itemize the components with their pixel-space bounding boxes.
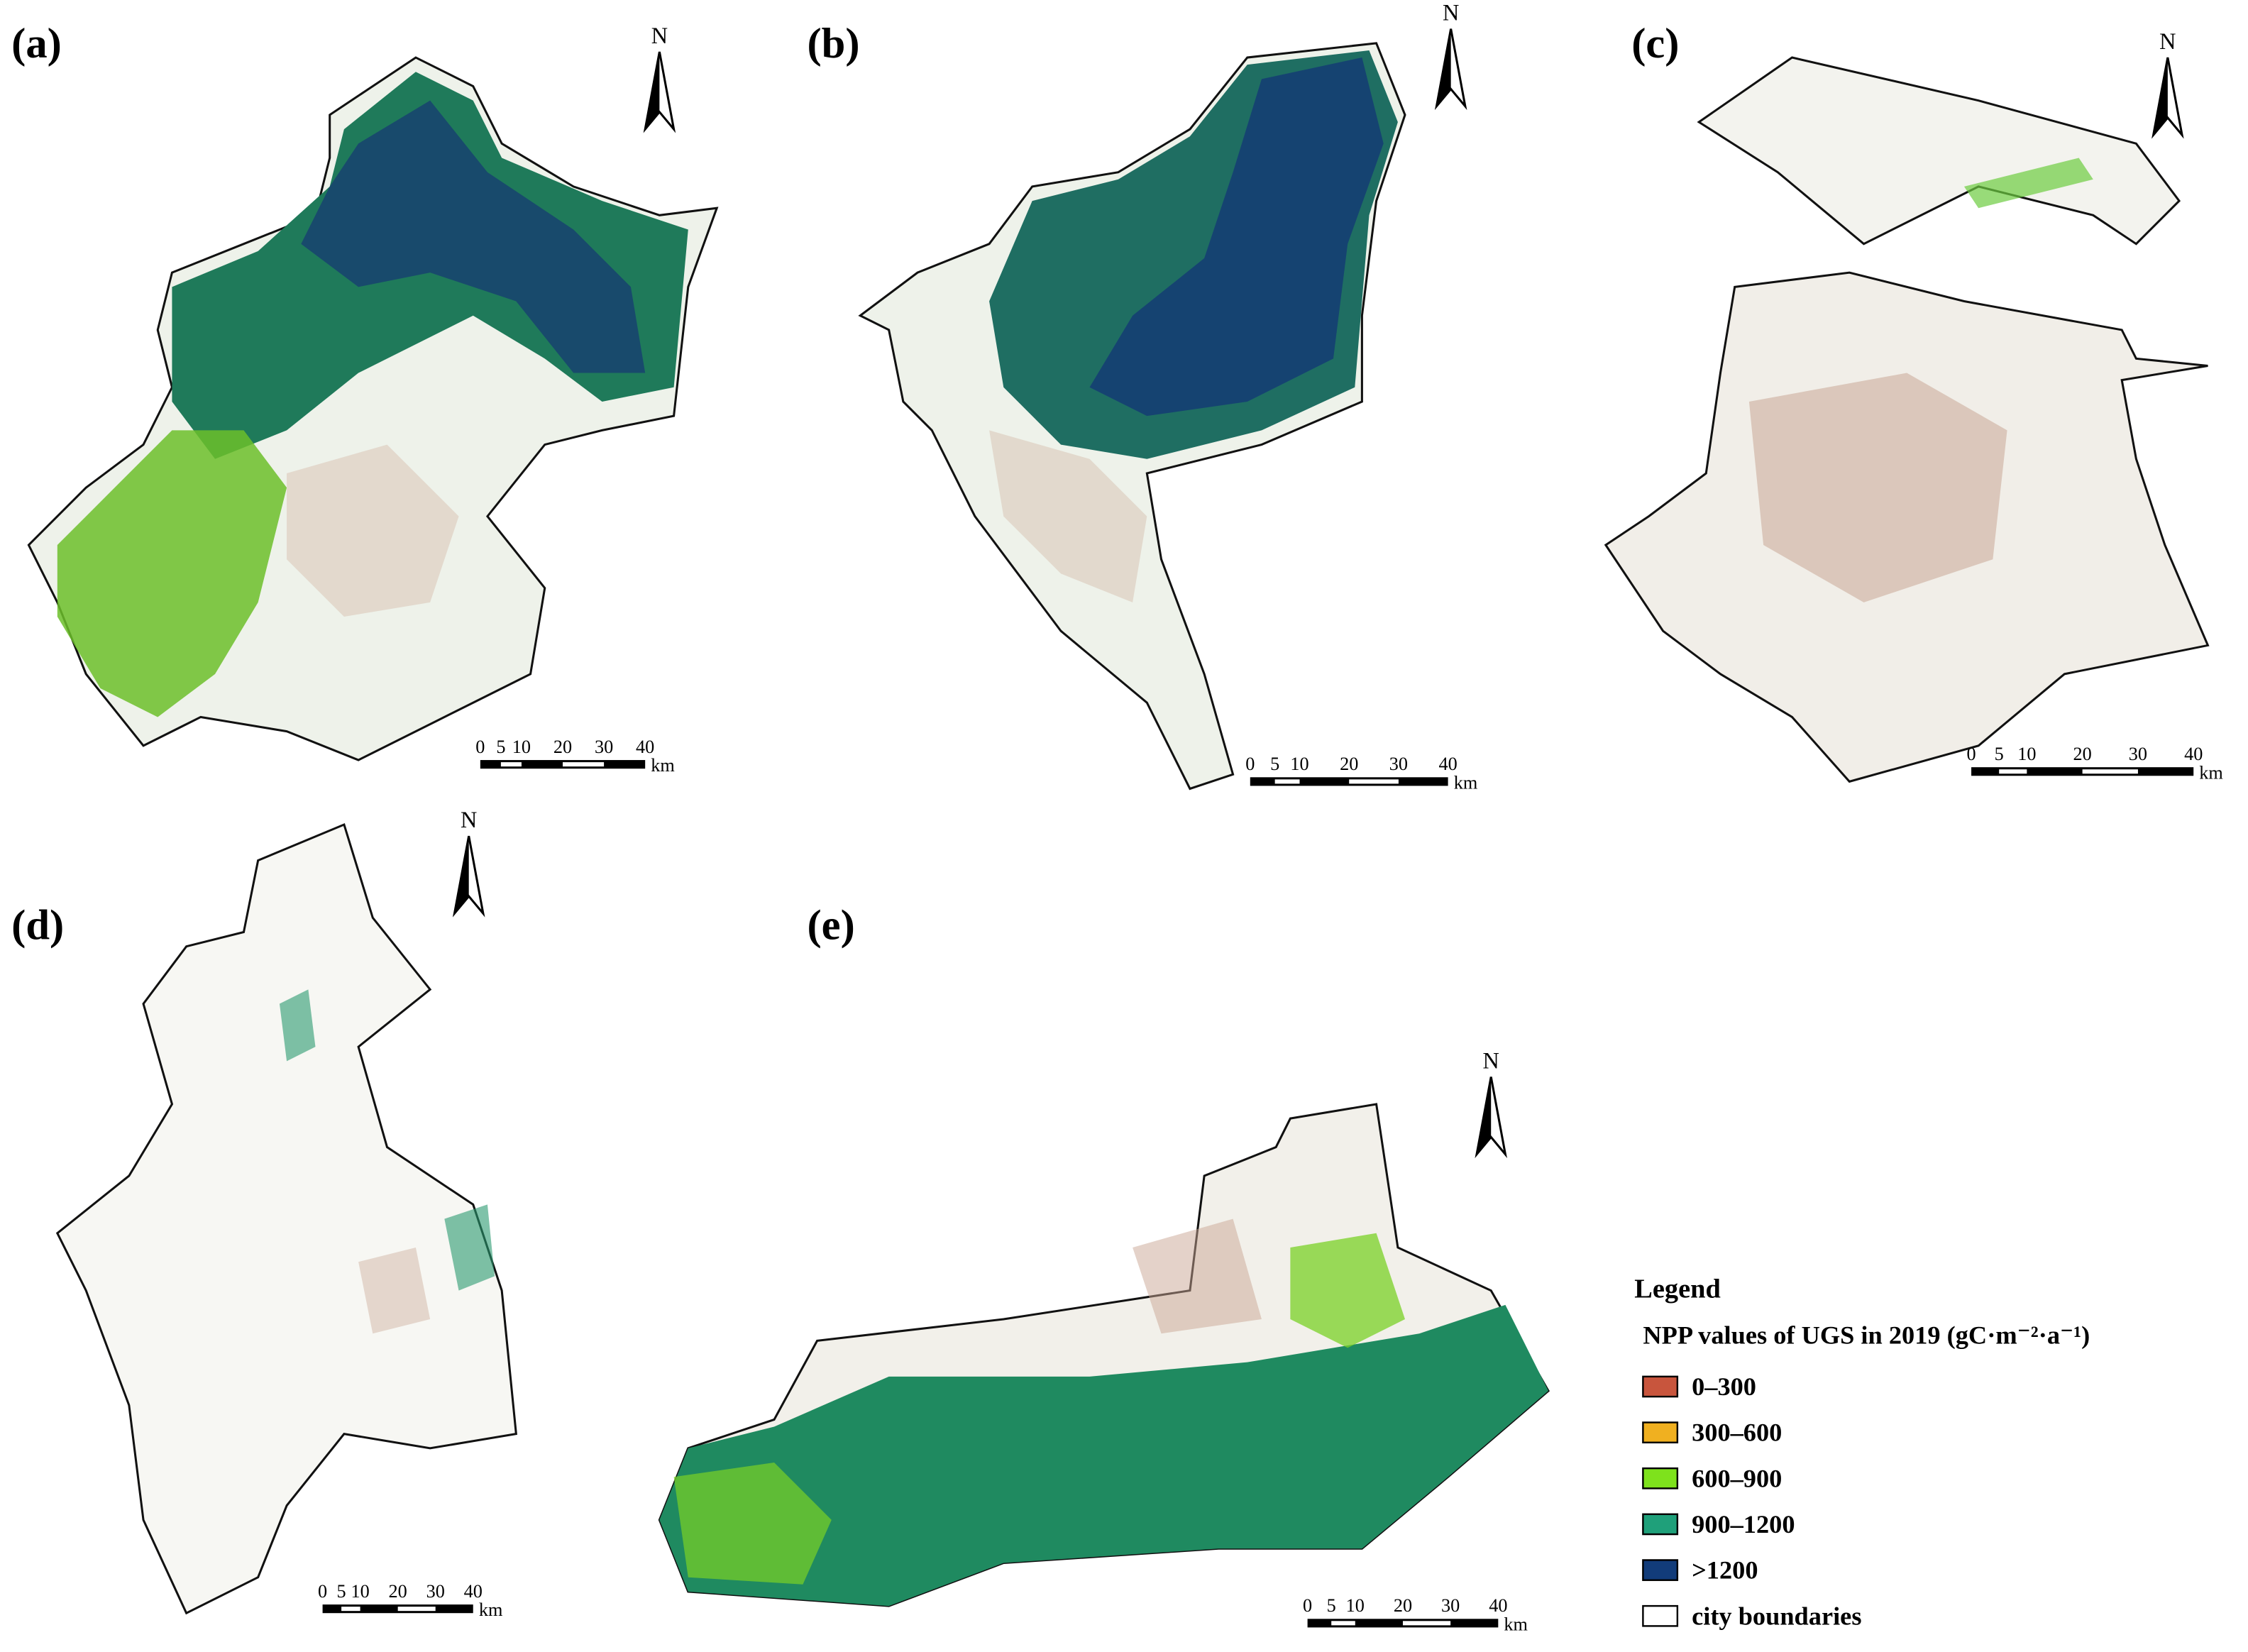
scale-label: 20 bbox=[2073, 744, 2092, 764]
scale-label: 5 bbox=[337, 1581, 346, 1602]
scale-bar-segment bbox=[563, 762, 605, 767]
north-label: N bbox=[461, 807, 477, 832]
scale-unit: km bbox=[2199, 762, 2223, 783]
north-label: N bbox=[1443, 0, 1459, 26]
map-d bbox=[55, 822, 517, 1615]
scale-label: 5 bbox=[1995, 744, 2004, 764]
map-b bbox=[858, 42, 1406, 791]
scale-label: 20 bbox=[1394, 1595, 1412, 1616]
scale-label: 10 bbox=[351, 1581, 370, 1602]
legend-label: 900–1200 bbox=[1692, 1510, 1795, 1538]
scale-label: 40 bbox=[2184, 744, 2203, 764]
scale-bar-segment bbox=[500, 762, 522, 767]
scale-unit: km bbox=[479, 1599, 503, 1620]
north-label: N bbox=[1483, 1047, 1499, 1073]
scale-label: 20 bbox=[553, 737, 572, 757]
map-e bbox=[658, 1103, 1550, 1607]
scale-label: 30 bbox=[1389, 754, 1408, 774]
legend-label: >1200 bbox=[1692, 1556, 1758, 1585]
scale-label: 5 bbox=[1270, 754, 1279, 774]
north-arrow-fill bbox=[1436, 28, 1451, 106]
scale-unit: km bbox=[651, 755, 675, 776]
legend-subtitle: NPP values of UGS in 2019 (gC·m⁻²·a⁻¹) bbox=[1643, 1321, 2090, 1349]
scale-label: 5 bbox=[1327, 1595, 1336, 1616]
legend-title: Legend bbox=[1634, 1274, 1721, 1304]
legend-swatch bbox=[1642, 1513, 1679, 1536]
scale-label: 0 bbox=[318, 1581, 327, 1602]
scale-label: 40 bbox=[464, 1581, 483, 1602]
scale-label: 0 bbox=[475, 737, 485, 757]
legend-swatch bbox=[1642, 1604, 1679, 1627]
scale-bar-segment bbox=[341, 1607, 360, 1612]
panel-label: (c) bbox=[1631, 20, 1679, 67]
north-arrow-fill bbox=[454, 836, 469, 914]
scale-label: 20 bbox=[389, 1581, 407, 1602]
legend-swatch bbox=[1642, 1467, 1679, 1489]
north-label: N bbox=[651, 23, 668, 48]
scale-label: 30 bbox=[426, 1581, 445, 1602]
north-arrow-fill bbox=[2153, 57, 2168, 136]
legend-swatch bbox=[1642, 1421, 1679, 1443]
scale-label: 10 bbox=[2017, 744, 2036, 764]
scale-label: 30 bbox=[2129, 744, 2147, 764]
map-c bbox=[1604, 56, 2210, 783]
scale-bar-segment bbox=[2082, 769, 2138, 774]
scale-label: 0 bbox=[1245, 754, 1255, 774]
panel-label: (b) bbox=[807, 20, 859, 67]
scale-bar-segment bbox=[1274, 779, 1300, 784]
legend-label: 300–600 bbox=[1692, 1419, 1782, 1447]
scale-label: 40 bbox=[1489, 1595, 1507, 1616]
panel-label: (a) bbox=[11, 20, 62, 67]
scale-label: 5 bbox=[496, 737, 505, 757]
north-arrow-fill bbox=[1477, 1076, 1492, 1155]
legend-swatch bbox=[1642, 1375, 1679, 1398]
scale-bar-segment bbox=[1331, 1621, 1355, 1626]
scale-label: 30 bbox=[595, 737, 613, 757]
scale-label: 10 bbox=[1290, 754, 1308, 774]
legend-label: 600–900 bbox=[1692, 1464, 1782, 1492]
north-label: N bbox=[2159, 28, 2176, 54]
scale-label: 10 bbox=[512, 737, 531, 757]
legend-swatch bbox=[1642, 1559, 1679, 1581]
scale-unit: km bbox=[1504, 1614, 1528, 1634]
scale-bar-segment bbox=[1999, 769, 2027, 774]
scale-bar-segment bbox=[397, 1607, 436, 1612]
scale-bar-segment bbox=[1402, 1621, 1451, 1626]
scale-label: 30 bbox=[1441, 1595, 1460, 1616]
panel-label: (e) bbox=[807, 902, 854, 949]
scale-label: 0 bbox=[1966, 744, 1976, 764]
legend-label: city boundaries bbox=[1692, 1602, 1861, 1630]
north-arrow-fill bbox=[645, 51, 660, 130]
scale-unit: km bbox=[1454, 772, 1478, 793]
scale-label: 20 bbox=[1340, 754, 1358, 774]
scale-label: 0 bbox=[1303, 1595, 1312, 1616]
scale-label: 40 bbox=[636, 737, 654, 757]
map-a bbox=[27, 56, 719, 761]
scale-label: 40 bbox=[1438, 754, 1457, 774]
scale-label: 10 bbox=[1346, 1595, 1365, 1616]
panel-label: (d) bbox=[11, 902, 64, 949]
legend-label: 0–300 bbox=[1692, 1372, 1756, 1401]
scale-bar-segment bbox=[1349, 779, 1399, 784]
